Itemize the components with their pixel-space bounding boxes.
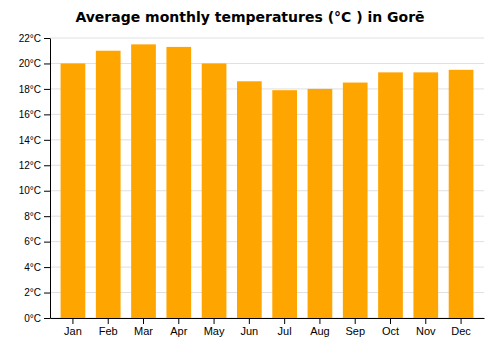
y-tick-mark: [44, 318, 50, 319]
y-tick-mark: [44, 89, 50, 90]
x-tick: Oct: [382, 318, 399, 337]
bar: [308, 89, 333, 318]
chart: Jan Feb Mar Apr May Jun Jul Aug Sep Oct Nov Dec 0°C 2…: [0, 0, 500, 350]
grid: [50, 38, 484, 318]
y-tick-mark: [44, 140, 50, 141]
y-tick-label: 2°C: [24, 287, 41, 298]
x-tick-label: Oct: [382, 325, 399, 337]
x-tick-label: Dec: [451, 325, 471, 337]
x-tick-mark: [72, 318, 73, 324]
bar: [166, 47, 191, 318]
y-tick-mark: [44, 63, 50, 64]
y-axis: 0°C 2°C 4°C 6°C 8°C 10°C 12°C 14°C 16°C 18°C 20°C 2…: [19, 33, 51, 324]
x-tick: Mar: [134, 318, 153, 337]
x-tick-mark: [284, 318, 285, 324]
x-tick-label: May: [204, 325, 225, 337]
x-tick-mark: [319, 318, 320, 324]
bar: [237, 81, 262, 318]
y-axis-line: [50, 39, 51, 319]
x-tick: May: [204, 318, 225, 337]
y-tick: 16°C: [19, 109, 50, 120]
x-tick: Jan: [64, 318, 82, 337]
y-tick-label: 14°C: [19, 135, 41, 146]
bar: [378, 72, 403, 318]
y-tick-label: 16°C: [19, 109, 41, 120]
x-tick-label: Jul: [278, 325, 292, 337]
y-tick-mark: [44, 114, 50, 115]
y-tick: 12°C: [19, 160, 50, 171]
y-tick-label: 20°C: [19, 58, 41, 69]
y-tick-label: 4°C: [24, 262, 41, 273]
bars: [61, 44, 474, 318]
x-tick-label: Sep: [345, 325, 365, 337]
x-axis: Jan Feb Mar Apr May Jun Jul Aug Sep Oct Nov Dec: [51, 318, 485, 337]
y-tick-label: 22°C: [19, 33, 41, 44]
x-tick: Aug: [310, 318, 330, 337]
x-tick-mark: [178, 318, 179, 324]
plot: Jan Feb Mar Apr May Jun Jul Aug Sep Oct Nov Dec 0°C 2…: [19, 33, 485, 337]
x-tick-mark: [390, 318, 391, 324]
y-tick-mark: [44, 165, 50, 166]
x-tick: Dec: [451, 318, 471, 337]
x-tick: Jun: [240, 318, 258, 337]
x-tick-label: Mar: [134, 325, 153, 337]
bar: [61, 63, 86, 318]
y-tick-label: 6°C: [24, 236, 41, 247]
y-tick: 22°C: [19, 33, 50, 44]
y-tick: 2°C: [24, 287, 50, 298]
x-tick-label: Nov: [416, 325, 436, 337]
y-tick: 6°C: [24, 236, 50, 247]
x-tick: Nov: [416, 318, 436, 337]
x-tick-label: Jun: [240, 325, 258, 337]
x-tick-label: Aug: [310, 325, 330, 337]
y-tick-label: 12°C: [19, 160, 41, 171]
x-tick-mark: [214, 318, 215, 324]
bar: [272, 90, 297, 318]
bar: [449, 70, 474, 318]
x-tick-label: Apr: [170, 325, 187, 337]
bar: [413, 72, 438, 318]
y-tick: 8°C: [24, 211, 50, 222]
x-tick: Apr: [170, 318, 187, 337]
grid-line: [50, 38, 484, 39]
y-tick: 0°C: [24, 313, 50, 324]
y-tick: 10°C: [19, 185, 50, 196]
y-tick: 18°C: [19, 84, 50, 95]
y-tick-label: 0°C: [24, 313, 41, 324]
y-tick-mark: [44, 191, 50, 192]
x-tick-mark: [461, 318, 462, 324]
y-tick: 20°C: [19, 58, 50, 69]
y-tick: 4°C: [24, 262, 50, 273]
bar: [131, 44, 156, 318]
x-axis-line: [51, 318, 485, 319]
bar: [202, 63, 227, 318]
x-tick: Sep: [345, 318, 365, 337]
y-tick-mark: [44, 293, 50, 294]
bar: [96, 51, 121, 318]
title: Average monthly temperatures (°C ) in Go…: [75, 9, 424, 25]
x-tick-label: Feb: [99, 325, 118, 337]
y-tick-mark: [44, 38, 50, 39]
x-tick-mark: [143, 318, 144, 324]
y-tick-mark: [44, 216, 50, 217]
x-tick-mark: [108, 318, 109, 324]
y-tick-label: 8°C: [24, 211, 41, 222]
y-tick-mark: [44, 267, 50, 268]
x-tick-label: Jan: [64, 325, 82, 337]
x-tick-mark: [249, 318, 250, 324]
x-tick-mark: [425, 318, 426, 324]
x-tick: Feb: [99, 318, 118, 337]
x-tick: Jul: [278, 318, 292, 337]
y-tick-label: 18°C: [19, 84, 41, 95]
bar: [343, 83, 368, 318]
y-tick-mark: [44, 242, 50, 243]
y-tick: 14°C: [19, 135, 50, 146]
y-tick-label: 10°C: [19, 185, 41, 196]
x-tick-mark: [355, 318, 356, 324]
